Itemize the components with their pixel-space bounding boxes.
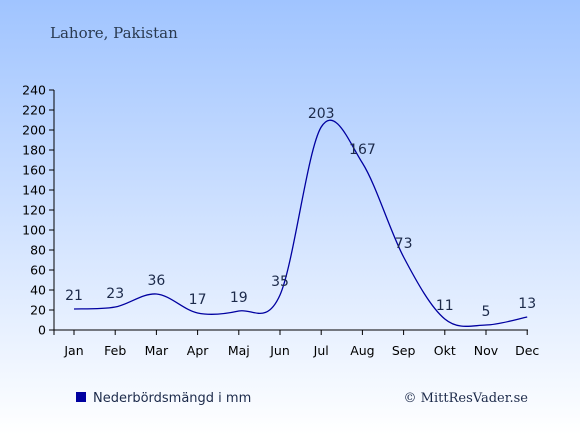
x-tick-label: Maj <box>228 343 250 358</box>
y-tick-label: 180 <box>22 143 46 158</box>
y-tick-label: 200 <box>22 123 46 138</box>
data-label: 11 <box>436 298 454 314</box>
precipitation-line <box>73 119 528 327</box>
y-tick-label: 60 <box>30 263 46 278</box>
location-title: Lahore, Pakistan <box>50 24 178 42</box>
axes: 0 20 40 60 80 100 120 140 160 180 200 220 240 Jan Feb M… <box>22 83 539 359</box>
data-label: 21 <box>65 288 83 304</box>
data-label: 5 <box>482 304 491 320</box>
y-tick-label: 40 <box>30 283 46 298</box>
legend-swatch <box>76 392 86 402</box>
data-label: 36 <box>147 273 165 289</box>
x-tick-label: Dec <box>515 343 539 358</box>
y-tick-label: 240 <box>22 83 46 98</box>
x-tick-label: Jan <box>63 343 83 358</box>
x-tick-label: Sep <box>392 343 416 358</box>
data-label: 203 <box>308 106 335 122</box>
data-label: 73 <box>395 236 413 252</box>
y-tick-label: 160 <box>22 163 46 178</box>
x-tick-label: Okt <box>434 343 456 358</box>
x-tick-label: Apr <box>187 343 209 358</box>
data-label: 167 <box>349 142 376 158</box>
y-tick-label: 140 <box>22 183 46 198</box>
y-tick-label: 0 <box>38 323 46 338</box>
data-label: 23 <box>106 286 124 302</box>
data-label: 19 <box>230 290 248 306</box>
y-tick-label: 20 <box>30 303 46 318</box>
data-label: 13 <box>518 296 536 312</box>
y-tick-label: 80 <box>30 243 46 258</box>
x-tick-label: Feb <box>104 343 126 358</box>
y-tick-label: 100 <box>22 223 46 238</box>
data-labels: 21 23 36 17 19 35 203 167 73 11 5 13 <box>65 106 536 320</box>
x-tick-label: Aug <box>350 343 374 358</box>
series-layer <box>73 119 528 327</box>
copyright-text: © MittResVader.se <box>404 391 529 406</box>
x-tick-label: Jul <box>313 343 329 358</box>
x-tick-label: Jun <box>269 343 290 358</box>
y-tick-label: 220 <box>22 103 46 118</box>
x-tick-label: Nov <box>474 343 499 358</box>
y-tick-label: 120 <box>22 203 46 218</box>
data-label: 35 <box>271 274 289 290</box>
x-tick-label: Mar <box>145 343 169 358</box>
data-label: 17 <box>189 292 207 308</box>
legend-label: Nederbördsmängd i mm <box>93 391 251 406</box>
